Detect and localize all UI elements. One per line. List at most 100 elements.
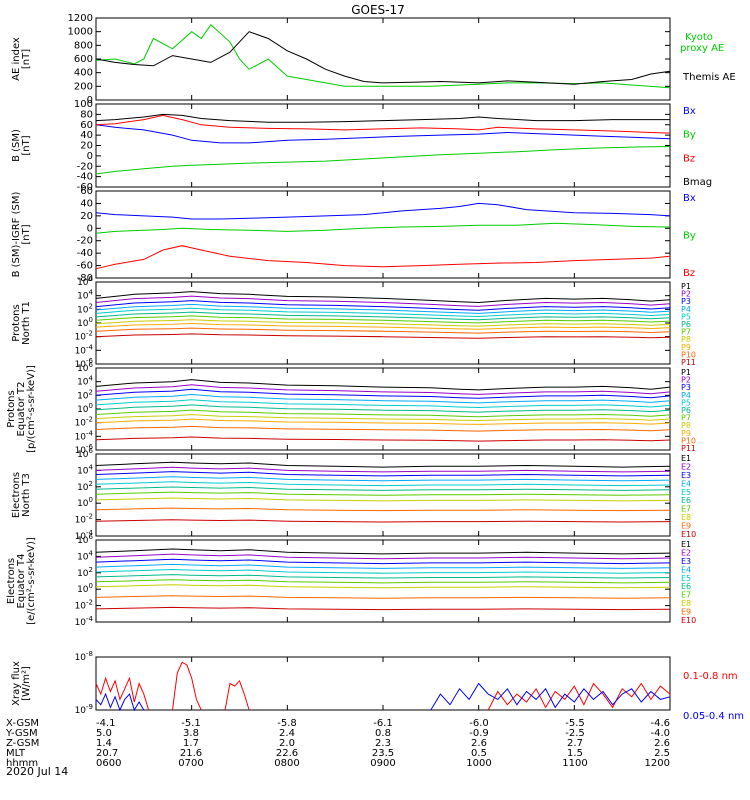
y-tick-label: 800 [74, 40, 93, 51]
y-tick-label: 10-2 [75, 330, 93, 343]
series-line-by [95, 222, 671, 234]
legend-entry: P4 [681, 391, 691, 400]
footer-value: 0700 [178, 758, 203, 769]
footer-value: -4.6 [650, 718, 670, 729]
footer-value: 1.4 [96, 738, 112, 749]
legend-entry: P8 [681, 421, 691, 430]
legend-entry: P7 [681, 328, 691, 337]
y-tick-label: 10-4 [75, 615, 94, 628]
y-tick-label: 0 [87, 151, 93, 162]
y-axis-label-line: North T1 [21, 301, 32, 345]
y-axis-label-line: Equator T2 [16, 382, 27, 437]
legend-entry: E2 [681, 462, 691, 471]
y-axis-label-line: North T3 [21, 473, 32, 517]
y-tick-label: 106 [77, 447, 93, 460]
series-line-p10 [95, 327, 671, 334]
y-tick-label: 10-6 [75, 443, 94, 456]
y-axis-label: ProtonsEquator T2[p/(cm²-s-sr-keV)] [6, 365, 37, 453]
series-line-p2 [95, 384, 671, 395]
footer-value: -5.5 [565, 718, 585, 729]
series-line-e3 [95, 558, 671, 565]
y-tick-label: 1200 [68, 13, 93, 24]
y-tick-label: 102 [77, 388, 93, 401]
legend-entry: P2 [681, 376, 691, 385]
series-line-bz [95, 114, 671, 134]
legend-entry: P9 [681, 343, 691, 352]
legend-entry: E5 [681, 574, 691, 583]
footer-value: 3.8 [183, 728, 199, 739]
footer-value: 0600 [96, 758, 121, 769]
footer-value: 1.7 [183, 738, 199, 749]
y-tick-label: 102 [77, 302, 93, 315]
series-line-p5 [95, 399, 671, 409]
series-line-e4 [95, 563, 671, 569]
series-line-e2 [95, 553, 671, 560]
legend-entry: P6 [681, 320, 691, 329]
legend-entry: E3 [681, 557, 691, 566]
y-axis-label-line: Electrons [11, 472, 22, 518]
footer-value: 22.6 [276, 748, 298, 759]
legend-entry: By [683, 130, 696, 141]
y-tick-label: 0 [87, 95, 93, 106]
y-tick-label: 10-6 [75, 357, 94, 370]
y-tick-label: 104 [77, 375, 93, 388]
y-tick-label: 10-4 [75, 529, 94, 542]
legend-entry: E4 [681, 565, 691, 574]
legend-entry: E6 [681, 582, 691, 591]
series-line-p9 [95, 418, 671, 425]
legend-entry: E6 [681, 496, 691, 505]
y-tick-label: 106 [77, 275, 93, 288]
series-line-e5 [95, 568, 671, 574]
series-line-p3 [95, 300, 671, 311]
legend-entry: P3 [681, 297, 691, 306]
footer-value: 2.0 [279, 738, 295, 749]
series-line-e7 [95, 579, 671, 584]
y-tick-label: 10-4 [75, 343, 94, 356]
legend-entry: E4 [681, 479, 691, 488]
footer-value: 0800 [274, 758, 299, 769]
legend-entry: E7 [681, 505, 691, 514]
legend-entry: E8 [681, 513, 691, 522]
series-line-by [95, 146, 671, 175]
series-line-p4 [95, 393, 671, 404]
series-line-p2 [95, 295, 671, 307]
date-label: 2020 Jul 14 [6, 765, 68, 778]
legend-entry: Kyoto proxy AE [680, 32, 724, 54]
y-tick-label: 104 [77, 289, 93, 302]
legend-entry: Bz [683, 153, 695, 164]
legend-entry: P6 [681, 406, 691, 415]
footer-value: -4.0 [650, 728, 670, 739]
footer-value: 2.6 [654, 738, 670, 749]
legend-entry: E1 [681, 454, 691, 463]
y-axis-label: B (SM)-IGRF (SM)[nT] [11, 192, 32, 278]
footer-value: 0.8 [375, 728, 391, 739]
footer-value: 23.5 [372, 748, 394, 759]
y-tick-label: 104 [77, 463, 93, 476]
footer-value: 2.4 [279, 728, 295, 739]
legend-entry: P1 [681, 368, 691, 377]
series-line-p4 [95, 303, 671, 314]
footer-value: -5.8 [277, 718, 297, 729]
legend-entry: Bx [683, 106, 696, 117]
series-line-e4 [95, 476, 671, 482]
legend-entry: P10 [681, 350, 696, 359]
footer-value: 0900 [370, 758, 395, 769]
footer-row-label: hhmm [6, 758, 38, 769]
series-line-0-1-0-8-nm [224, 679, 250, 711]
series-line-e3 [95, 471, 671, 477]
y-tick-label: 60 [80, 120, 93, 131]
series-line-e1 [95, 461, 671, 468]
y-tick-label: 40 [80, 198, 93, 209]
legend-entry: P3 [681, 383, 691, 392]
series-line-kyoto-proxy-ae [95, 24, 671, 89]
series-line-0-1-0-8-nm [95, 676, 150, 711]
y-tick-label: 200 [74, 81, 93, 92]
y-tick-label: 100 [77, 402, 93, 415]
series-line-0-1-0-8-nm [172, 661, 202, 711]
footer-value: -4.1 [96, 718, 116, 729]
legend-entry: E10 [681, 530, 696, 539]
panel-frame [95, 190, 671, 279]
